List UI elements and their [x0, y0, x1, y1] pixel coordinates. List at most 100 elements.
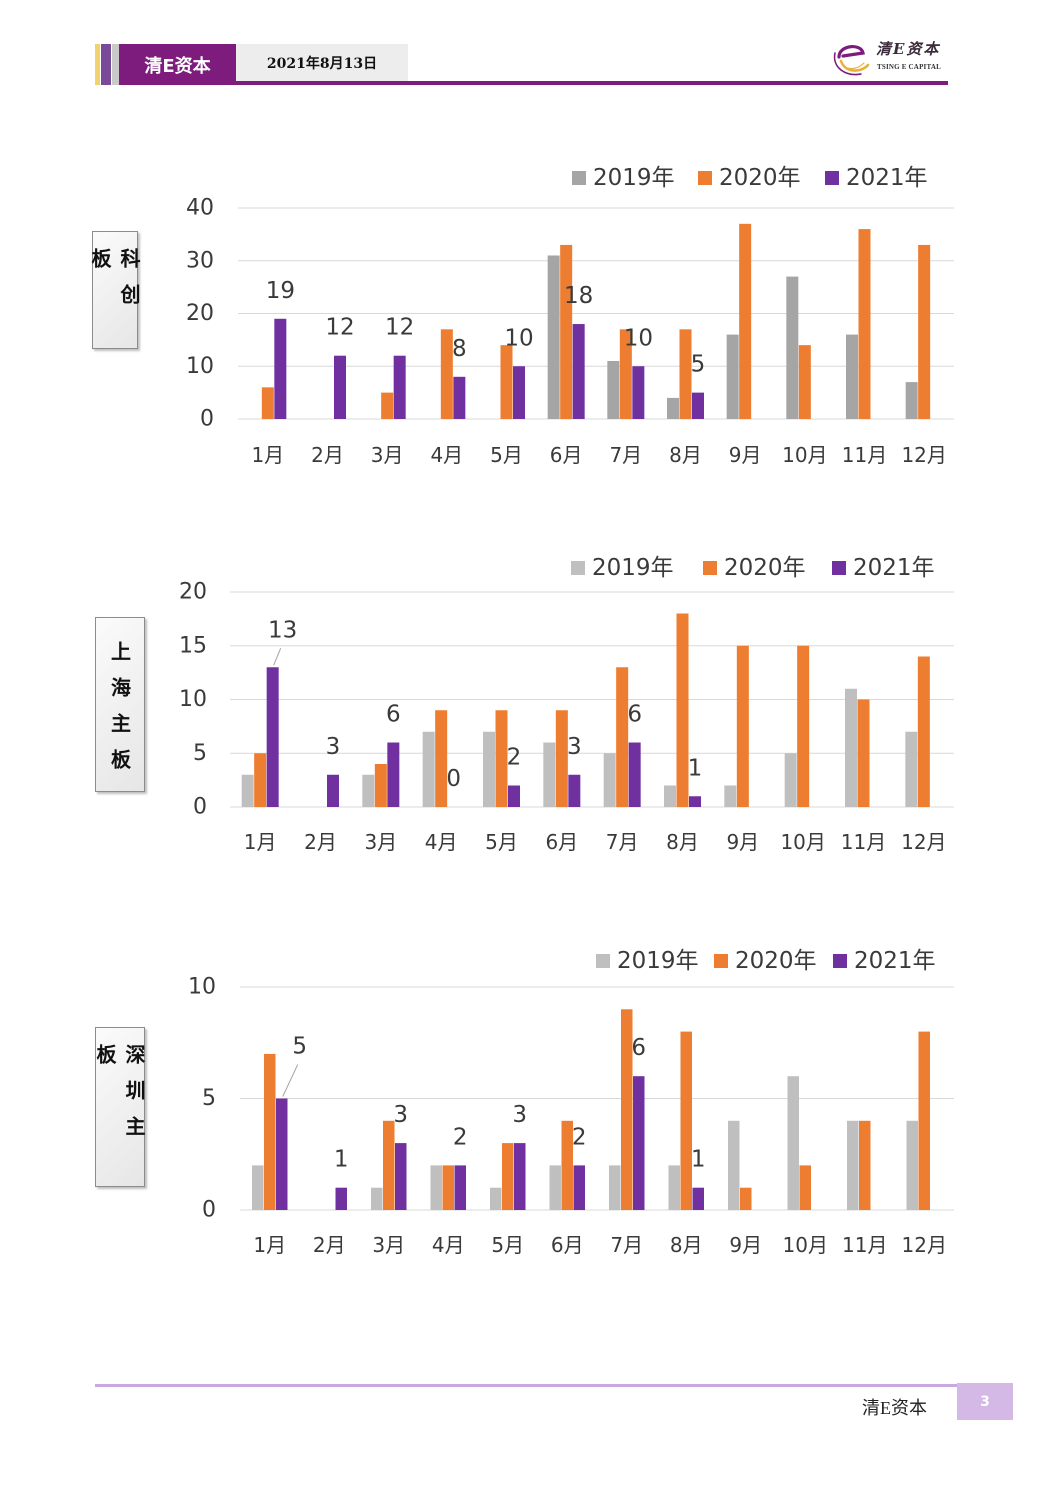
- bar-kechuang-2021-m2: [334, 355, 346, 419]
- bar-shanghai-main-2021-m7: [628, 742, 641, 807]
- header-rule: [236, 81, 948, 85]
- bar-shenzhen-main-2019-m1: [252, 1165, 264, 1210]
- legend-label-shanghai-main-2021: 2021年: [853, 555, 935, 581]
- x-tick-label-shenzhen-main-m4: 4月: [432, 1233, 465, 1257]
- x-tick-label-kechuang-m11: 11月: [842, 443, 887, 467]
- x-tick-label-kechuang-m4: 4月: [430, 443, 463, 467]
- data-label-shenzhen-main-2021-m8: 1: [691, 1147, 706, 1173]
- data-label-kechuang-2021-m3: 12: [385, 315, 414, 341]
- bar-shenzhen-main-2019-m12: [906, 1120, 918, 1210]
- x-tick-label-kechuang-m3: 3月: [371, 443, 404, 467]
- leader-line-shenzhen-main-m1: [282, 1064, 299, 1097]
- bar-shanghai-main-2020-m4: [435, 710, 448, 807]
- bar-shanghai-main-2020-m6: [555, 710, 568, 807]
- x-tick-label-shanghai-main-m4: 4月: [425, 830, 458, 854]
- data-label-shanghai-main-2021-m8: 1: [688, 755, 703, 781]
- bar-shanghai-main-2020-m9: [736, 645, 749, 807]
- data-label-kechuang-2021-m7: 10: [624, 325, 653, 351]
- x-tick-label-kechuang-m1: 1月: [251, 443, 284, 467]
- x-tick-label-kechuang-m10: 10月: [782, 443, 827, 467]
- header-stripe-gray: [112, 44, 119, 85]
- footer-brand: 清E资本: [862, 1398, 927, 1418]
- page-number: 3: [957, 1383, 1013, 1420]
- bar-kechuang-2019-m6: [547, 255, 560, 419]
- chart-shanghai-main: 0 5 10 15 20 1月 13 2月 3 3月 6 4月 0 5月 2 6月 3 7月 6 8月 1 9月 10月 11…: [179, 555, 954, 854]
- bar-shanghai-main-2019-m11: [845, 688, 857, 807]
- bar-kechuang-2020-m10: [798, 345, 811, 419]
- bar-shanghai-main-2019-m3: [362, 774, 375, 807]
- x-tick-label-shenzhen-main-m5: 5月: [491, 1233, 524, 1257]
- data-label-shenzhen-main-2021-m7: 6: [631, 1035, 646, 1061]
- bar-shanghai-main-2019-m1: [241, 774, 254, 807]
- x-tick-label-shanghai-main-m1: 1月: [244, 830, 277, 854]
- bar-kechuang-2021-m1: [274, 318, 287, 419]
- bar-shanghai-main-2019-m6: [543, 742, 556, 807]
- data-label-shenzhen-main-2021-m5: 3: [512, 1102, 527, 1128]
- bar-shanghai-main-2020-m8: [676, 613, 689, 807]
- y-tick-label-shenzhen-main-0: 0: [202, 1198, 216, 1223]
- y-tick-label-shanghai-main-0: 0: [193, 795, 207, 820]
- x-tick-label-shanghai-main-m5: 5月: [485, 830, 518, 854]
- bar-kechuang-2021-m3: [393, 355, 406, 419]
- bar-shenzhen-main-2020-m5: [502, 1143, 514, 1210]
- data-label-kechuang-2021-m2: 12: [325, 315, 354, 341]
- bar-kechuang-2020-m3: [381, 392, 394, 419]
- bar-kechuang-2021-m4: [453, 376, 466, 419]
- x-tick-label-shenzhen-main-m9: 9月: [729, 1233, 762, 1257]
- data-label-shanghai-main-2021-m4: 0: [446, 766, 461, 792]
- y-tick-label-kechuang-1: 10: [186, 354, 214, 379]
- bar-shanghai-main-2019-m12: [905, 731, 918, 807]
- x-tick-label-shanghai-main-m10: 10月: [780, 830, 825, 854]
- x-tick-label-kechuang-m9: 9月: [729, 443, 762, 467]
- bar-shanghai-main-2021-m2: [327, 774, 339, 807]
- legend-swatch-kechuang-2020: [698, 171, 712, 185]
- x-tick-label-kechuang-m5: 5月: [490, 443, 523, 467]
- bar-kechuang-2020-m4: [440, 329, 453, 419]
- x-tick-label-shanghai-main-m6: 6月: [545, 830, 578, 854]
- bar-shanghai-main-2021-m8: [689, 796, 701, 807]
- legend-label-kechuang-2021: 2021年: [846, 165, 928, 191]
- bar-shanghai-main-2020-m7: [616, 667, 629, 807]
- bar-shenzhen-main-2020-m11: [859, 1120, 871, 1210]
- data-label-shanghai-main-2021-m3: 6: [386, 702, 401, 728]
- legend-label-kechuang-2020: 2020年: [719, 165, 801, 191]
- bar-shenzhen-main-2019-m4: [430, 1165, 442, 1210]
- bar-kechuang-2019-m11: [846, 334, 858, 419]
- logo-text: 清E资本: [876, 40, 941, 58]
- bar-shanghai-main-2019-m10: [784, 753, 797, 807]
- bar-shenzhen-main-2020-m8: [680, 1031, 692, 1210]
- bar-kechuang-2019-m8: [667, 397, 679, 419]
- logo-swirl-icon: [833, 45, 870, 76]
- x-tick-label-shenzhen-main-m2: 2月: [313, 1233, 346, 1257]
- bar-shanghai-main-2021-m1: [266, 667, 279, 807]
- y-tick-label-shenzhen-main-2: 10: [188, 975, 216, 1000]
- x-tick-label-shanghai-main-m7: 7月: [606, 830, 639, 854]
- data-label-shenzhen-main-2021-m6: 2: [572, 1124, 587, 1150]
- bar-kechuang-2021-m5: [513, 366, 525, 419]
- bar-kechuang-2020-m8: [679, 329, 692, 419]
- data-label-shanghai-main-2021-m6: 3: [567, 734, 582, 760]
- bar-shenzhen-main-2021-m3: [395, 1143, 407, 1210]
- y-tick-label-shanghai-main-1: 5: [193, 741, 207, 766]
- bar-kechuang-2019-m7: [607, 360, 620, 419]
- data-label-shenzhen-main-2021-m4: 2: [453, 1124, 468, 1150]
- data-label-shanghai-main-2021-m5: 2: [507, 745, 522, 771]
- leader-line-shanghai-main-m1: [273, 648, 282, 666]
- bar-shenzhen-main-2021-m5: [514, 1143, 526, 1210]
- bar-shenzhen-main-2019-m8: [668, 1165, 680, 1210]
- bar-shenzhen-main-2020-m1: [264, 1053, 276, 1210]
- x-tick-label-kechuang-m7: 7月: [609, 443, 642, 467]
- bar-shanghai-main-2020-m3: [374, 764, 387, 807]
- bar-shenzhen-main-2019-m10: [787, 1076, 799, 1210]
- bar-kechuang-2019-m12: [905, 382, 918, 419]
- bar-shanghai-main-2020-m5: [495, 710, 508, 807]
- bar-shanghai-main-2021-m6: [568, 774, 581, 807]
- bar-shanghai-main-2020-m1: [254, 753, 267, 807]
- x-tick-label-kechuang-m2: 2月: [311, 443, 344, 467]
- y-tick-label-kechuang-2: 20: [186, 301, 214, 326]
- header-brand: 清E资本: [119, 44, 236, 85]
- legend-label-shenzhen-main-2021: 2021年: [854, 948, 936, 974]
- bar-shanghai-main-2019-m7: [603, 753, 616, 807]
- legend-label-shanghai-main-2020: 2020年: [724, 555, 806, 581]
